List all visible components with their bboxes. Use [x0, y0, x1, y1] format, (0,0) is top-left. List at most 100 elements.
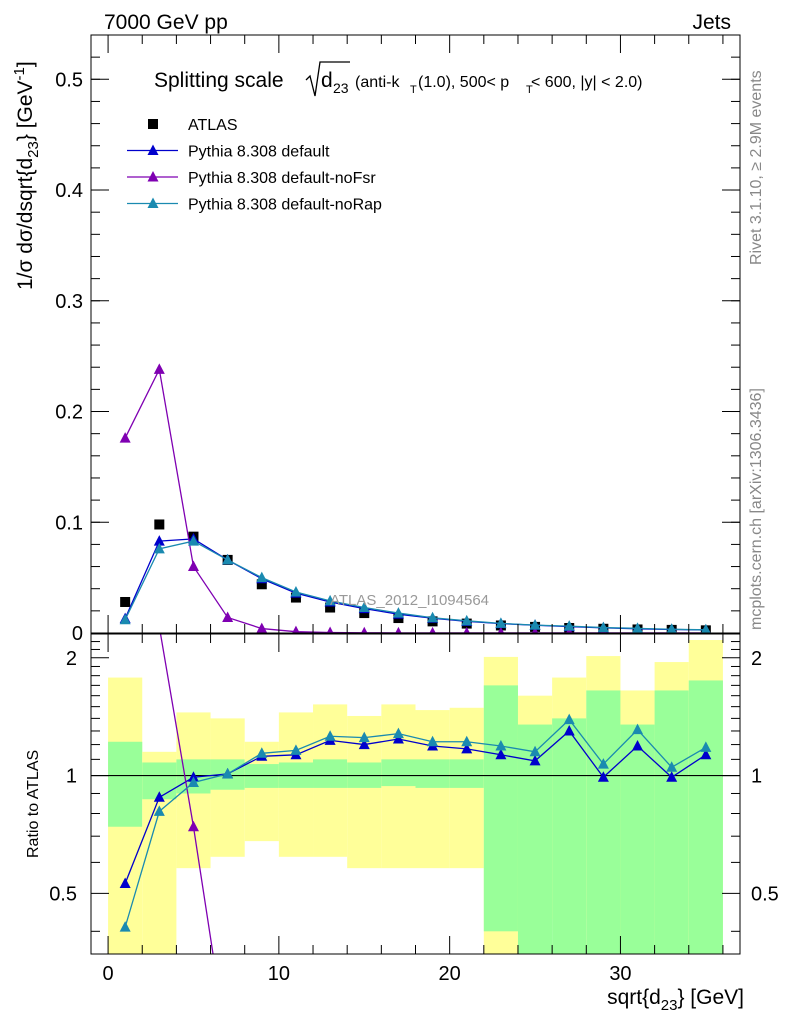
ratio-point-s2-2	[187, 776, 199, 788]
ratio-line-2	[124, 718, 707, 928]
ratio-point-s1-2	[187, 820, 199, 832]
data-point-s2-2	[187, 560, 199, 572]
ratio-point-s2-12	[529, 745, 541, 757]
data-point-s2-5	[292, 625, 300, 633]
main-plot-data	[119, 363, 711, 633]
ratio-point-s2-15	[632, 723, 644, 735]
title-kt-sub: T	[410, 84, 417, 96]
data-point-s2-3	[222, 611, 234, 622]
data-point-s3-0	[119, 613, 131, 625]
stat-band-bin	[688, 680, 723, 954]
x-tick-label: 0	[103, 963, 114, 985]
data-point-s3-12	[529, 619, 541, 630]
x-tick-label: 30	[609, 963, 631, 985]
ratio-point-s0-13	[563, 724, 575, 736]
data-point-s2-12	[531, 626, 539, 633]
data-point-s0-0	[120, 596, 131, 607]
ratio-point-s0-10	[461, 742, 473, 754]
ratio-plot-data	[119, 457, 712, 954]
y-tick-label: 0.1	[55, 512, 83, 534]
data-point-s3-14	[597, 621, 609, 633]
y-tick-label: 0.2	[55, 402, 83, 424]
stat-band-bin	[313, 759, 348, 788]
ratio-point-s2-14	[597, 758, 609, 769]
data-point-s2-4	[256, 622, 268, 633]
legend-label-1: Pythia 8.308 default	[188, 144, 330, 161]
data-point-s3-8	[392, 607, 404, 618]
ratio-point-s0-17	[700, 748, 712, 760]
data-point-s3-10	[461, 614, 473, 626]
header-right: Jets	[692, 11, 731, 34]
stat-band-bin	[586, 690, 621, 954]
ratio-point-s2-7	[358, 731, 370, 743]
ratio-y-tick-label-right: 0.5	[751, 883, 779, 905]
rivet-label: Rivet 3.1.10, ≥ 2.9M events	[748, 70, 765, 265]
stat-band-bin	[449, 759, 484, 788]
title-sqrt-arg: d	[321, 69, 333, 92]
analysis-watermark: ATLAS_2012_I1094564	[330, 592, 489, 609]
title-detail-2: (1.0), 500< p	[418, 74, 509, 91]
stat-band-bin	[654, 690, 689, 954]
data-point-s2-6	[326, 626, 334, 633]
stat-band-bin	[108, 741, 143, 827]
data-point-s2-10	[463, 626, 470, 633]
x-axis-label: sqrt{d23} [GeV]	[607, 986, 744, 1014]
data-point-s3-7	[358, 601, 370, 613]
ratio-point-s2-16	[666, 761, 678, 772]
stat-band-bin	[381, 759, 416, 787]
legend-marker-3	[147, 197, 159, 208]
data-point-s2-7	[361, 626, 368, 633]
ratio-y-tick-label: 0.5	[49, 883, 77, 905]
ratio-point-s2-9	[427, 735, 439, 747]
ratio-y-tick-label-right: 1	[751, 766, 762, 788]
legend: ATLAS Pythia 8.308 default Pythia 8.308 de…	[127, 117, 382, 214]
ratio-point-s2-8	[392, 727, 404, 739]
mcplots-label: mcplots.cern.ch [arXiv:1306.3436]	[748, 388, 765, 630]
data-point-s2-11	[497, 626, 505, 633]
stat-band-bin	[483, 685, 518, 932]
stat-band-bin	[415, 759, 450, 788]
ratio-bands	[91, 640, 740, 954]
ratio-y-tick-label: 2	[66, 648, 77, 670]
ratio-point-s0-14	[597, 771, 609, 782]
ratio-y-axis-label: Ratio to ATLAS	[25, 750, 42, 858]
sqrt-symbol	[305, 61, 350, 97]
y-tick-label: 0.4	[55, 180, 83, 202]
ratio-point-s0-0	[119, 877, 131, 888]
ratio-point-s1-0	[120, 457, 131, 468]
syst-band-bin	[449, 707, 484, 869]
title-sqrt-sub: 23	[333, 80, 349, 96]
y-tick-label: 0.3	[55, 291, 83, 313]
data-point-s1-1	[153, 535, 165, 546]
data-point-s3-6	[324, 594, 336, 606]
ratio-point-s0-16	[666, 771, 678, 782]
title-prefix: Splitting scale	[154, 69, 284, 92]
header-left: 7000 GeV pp	[104, 11, 228, 34]
ratio-point-s0-8	[392, 733, 404, 744]
data-point-s3-3	[222, 553, 234, 565]
ratio-line-0	[124, 730, 707, 884]
ratio-point-s0-12	[529, 754, 541, 766]
data-point-s3-5	[290, 586, 302, 597]
ratio-y-tick-label-right: 2	[751, 648, 762, 670]
legend-marker-2	[147, 171, 159, 182]
legend-marker-0	[148, 119, 158, 129]
ratio-point-s2-1	[153, 805, 165, 816]
title-pt-sub: T	[526, 84, 533, 96]
series-line-1	[124, 538, 706, 631]
data-point-s0-4	[256, 579, 267, 590]
ratio-point-s2-3	[222, 767, 234, 779]
data-point-s2-8	[395, 626, 402, 633]
data-point-s0-1	[154, 519, 165, 530]
series-line-3	[124, 540, 706, 631]
ratio-plot-axes: 0.5 0.51 12 20 10 20 30	[49, 634, 779, 985]
data-point-s3-4	[256, 571, 268, 583]
data-point-s3-2	[187, 535, 199, 546]
data-point-s3-1	[153, 542, 165, 554]
ratio-point-s0-7	[358, 738, 370, 750]
data-point-s3-15	[632, 622, 644, 633]
ratio-point-s0-15	[632, 740, 644, 751]
data-point-s2-0	[119, 432, 131, 443]
chart-title: Splitting scale d 23 (anti-k T (1.0), 50…	[154, 61, 643, 97]
